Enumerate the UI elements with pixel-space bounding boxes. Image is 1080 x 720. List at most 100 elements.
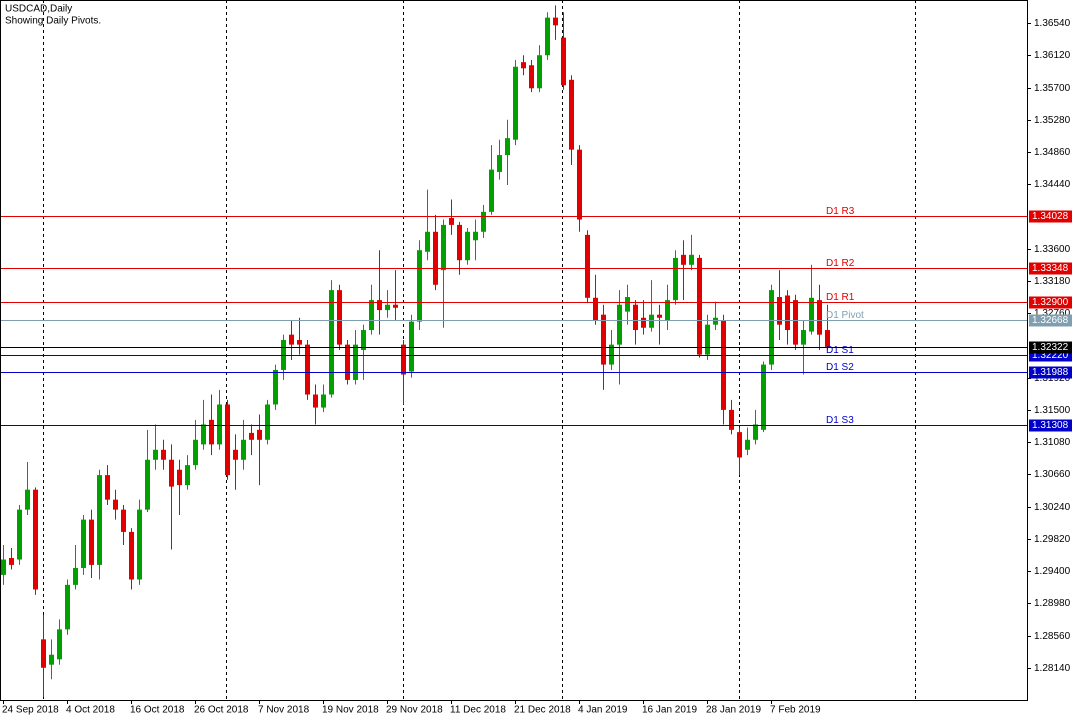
candle-body — [217, 404, 222, 445]
candle-body — [641, 317, 646, 328]
pivot-name: D1 R2 — [826, 258, 855, 269]
candle-body — [769, 290, 774, 365]
x-tick-label: 11 Dec 2018 — [450, 705, 506, 716]
candle-body — [489, 169, 494, 212]
candle-body — [345, 344, 350, 380]
x-tick-label: 4 Oct 2018 — [66, 705, 115, 716]
x-tick-label: 4 Jan 2019 — [578, 705, 628, 716]
pivot-name: D1 R3 — [826, 206, 855, 217]
candle-body — [225, 404, 230, 476]
candle-body — [169, 459, 174, 487]
y-tick-label: 1.34860 — [1034, 147, 1071, 158]
candle-body — [281, 340, 286, 370]
chart-subtitle: Showing Daily Pivots. — [5, 16, 101, 27]
y-tick-label: 1.34440 — [1034, 179, 1071, 190]
candle-body — [337, 290, 342, 345]
x-tick-label: 26 Oct 2018 — [194, 705, 249, 716]
candle-body — [673, 257, 678, 301]
candle-body — [433, 231, 438, 285]
x-tick-label: 19 Nov 2018 — [322, 705, 379, 716]
chart-title: USDCAD,Daily — [5, 4, 72, 15]
candle-body — [353, 344, 358, 380]
pivot-name: D1 Pivot — [826, 310, 864, 321]
price-box — [1029, 341, 1072, 354]
candle-body — [617, 304, 622, 345]
candle-body — [793, 300, 798, 345]
candle-body — [473, 231, 478, 241]
price-box — [1029, 262, 1072, 275]
x-tick-label: 21 Dec 2018 — [514, 705, 571, 716]
y-tick-label: 1.36540 — [1034, 18, 1071, 29]
candle-body — [409, 321, 414, 372]
candle-body — [529, 65, 534, 89]
x-tick-label: 28 Jan 2019 — [706, 705, 761, 716]
candle-body — [633, 304, 638, 331]
price-box-label: 1.31308 — [1032, 420, 1069, 431]
x-tick-label: 16 Jan 2019 — [642, 705, 697, 716]
y-tick-label: 1.29820 — [1034, 534, 1071, 545]
candle-body — [233, 449, 238, 460]
y-tick-label: 1.30240 — [1034, 502, 1071, 513]
y-tick-label: 1.32760 — [1034, 308, 1071, 319]
candle-body — [137, 509, 142, 580]
candle-body — [65, 584, 70, 630]
candle-body — [209, 419, 214, 445]
candle-body — [401, 344, 406, 375]
price-box-label: 1.32900 — [1032, 297, 1069, 308]
candle-body — [273, 369, 278, 405]
price-box-label: 1.34028 — [1032, 211, 1069, 222]
candle-body — [721, 320, 726, 410]
candle-body — [441, 224, 446, 271]
candle-body — [313, 394, 318, 408]
candle-body — [49, 654, 54, 665]
candle-body — [25, 489, 30, 510]
candle-body — [329, 290, 334, 395]
y-tick-label: 1.33180 — [1034, 276, 1071, 287]
y-tick-label: 1.31920 — [1034, 373, 1071, 384]
candle-body — [129, 531, 134, 580]
candle-body — [297, 340, 302, 345]
candle-body — [753, 424, 758, 440]
candle-body — [105, 475, 110, 500]
candle-body — [33, 489, 38, 590]
y-tick-label: 1.28560 — [1034, 631, 1071, 642]
candle-body — [513, 66, 518, 140]
candle-body — [561, 37, 566, 86]
x-tick-label: 16 Oct 2018 — [130, 705, 185, 716]
candle-body — [241, 439, 246, 460]
candle-body — [521, 62, 526, 69]
candle-body — [257, 429, 262, 440]
candle-body — [201, 424, 206, 445]
pivot-name: D1 R1 — [826, 292, 855, 303]
candle-body — [425, 231, 430, 252]
candle-body — [321, 394, 326, 408]
candle-body — [761, 364, 766, 430]
candle-body — [57, 629, 62, 660]
current-price-label: 1.32322 — [1032, 342, 1069, 353]
candle-body — [577, 149, 582, 220]
plot-frame — [0, 0, 1028, 701]
candle-body — [89, 519, 94, 565]
candle-body — [505, 138, 510, 156]
candle-body — [809, 297, 814, 332]
candle-body — [745, 439, 750, 450]
candle-body — [145, 459, 150, 510]
candle-body — [553, 17, 558, 26]
candle-body — [569, 79, 574, 150]
x-tick-label: 7 Nov 2018 — [258, 705, 310, 716]
candle-body — [705, 324, 710, 355]
candle-body — [665, 300, 670, 321]
candle-body — [81, 519, 86, 568]
candle-body — [777, 297, 782, 325]
candle-body — [161, 449, 166, 460]
price-box-label: 1.32220 — [1032, 350, 1069, 361]
candle-body — [385, 304, 390, 311]
x-tick-label: 7 Feb 2019 — [770, 705, 821, 716]
candle-body — [697, 257, 702, 355]
pivot-name: D1 S2 — [826, 362, 854, 373]
x-tick-label: 24 Sep 2018 — [2, 705, 59, 716]
candle-body — [41, 639, 46, 668]
candle-body — [593, 297, 598, 321]
